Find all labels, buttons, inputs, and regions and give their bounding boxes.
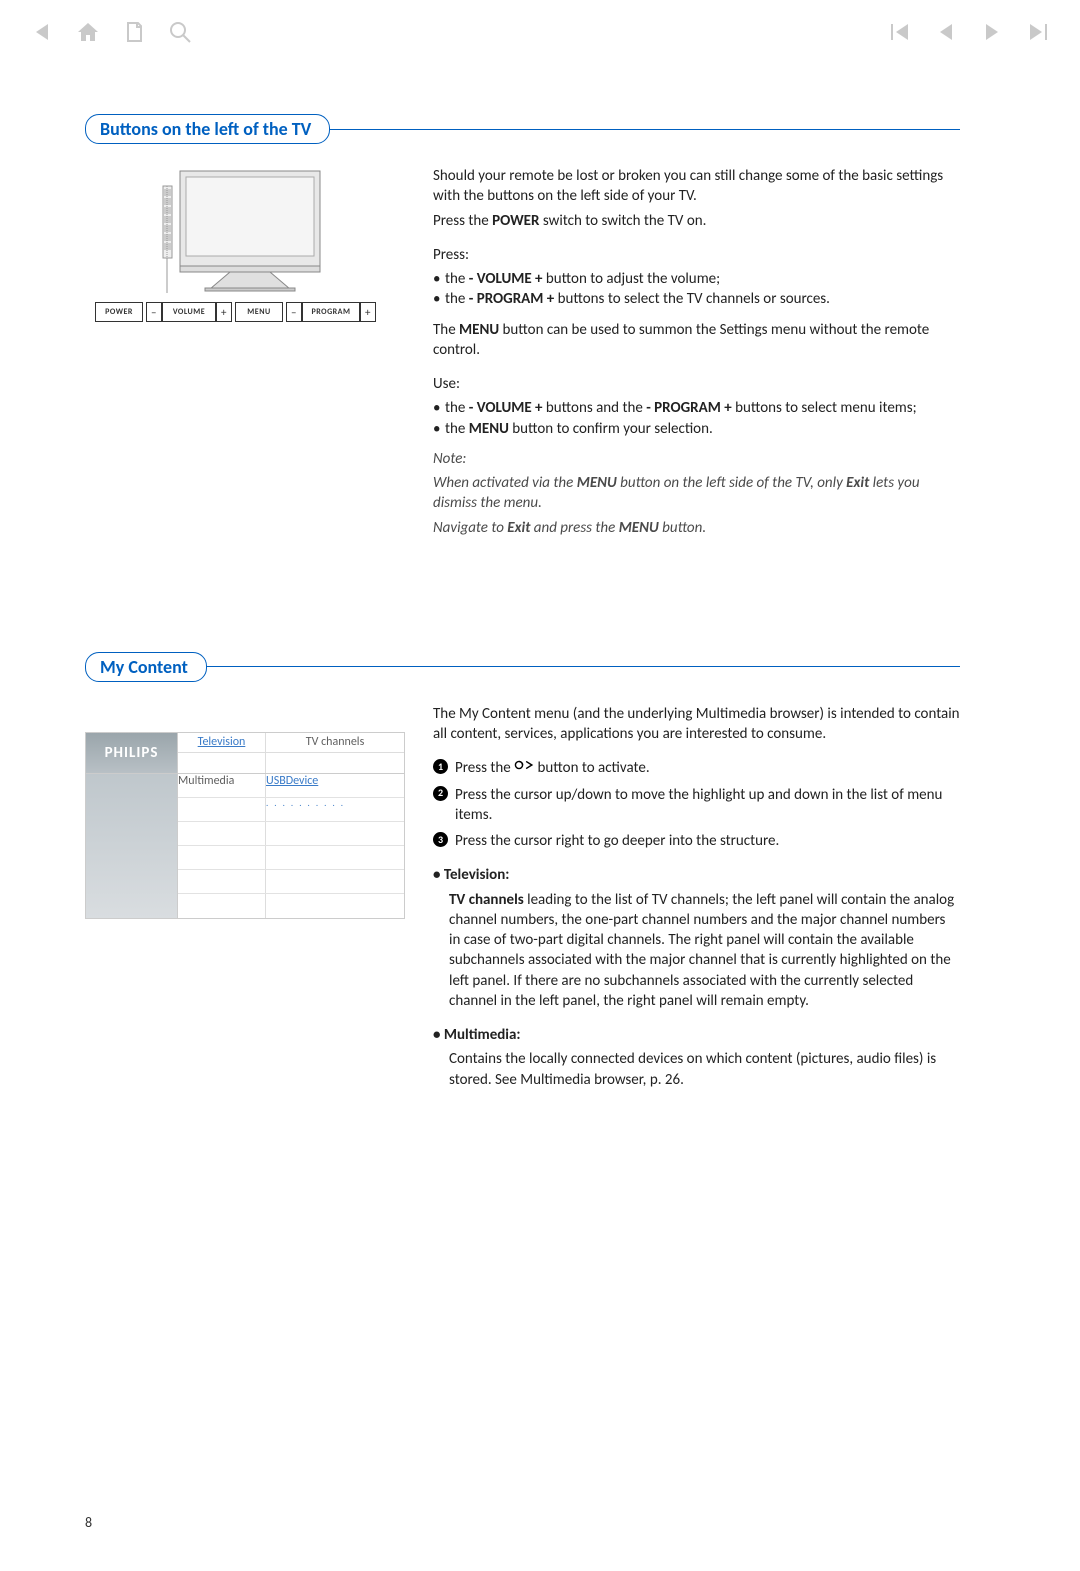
last-page-icon[interactable] [1026,20,1050,44]
page-content: Buttons on the left of the TV [0,44,1080,1571]
section1-title: Buttons on the left of the TV [85,114,330,144]
tv-illustration: POWER – VOLUME + MENU – PROGRAM + [85,166,405,322]
menu-mock-column: PHILIPS Television TV channels [85,704,405,1094]
tv-drawing-icon [145,166,345,296]
step-3: 3Press the cursor right to go deeper int… [433,831,960,851]
note-label: Note: [433,449,960,469]
power-label: POWER [95,302,143,322]
pdf-toolbar [0,0,1080,44]
press-item-2: the - PROGRAM + buttons to select the TV… [433,289,960,309]
minus2-label: – [286,302,302,322]
minus-label: – [146,302,162,322]
press-label: Press: [433,245,960,265]
press-list: the - VOLUME + button to adjust the volu… [433,269,960,310]
menu-right-panel: Multimedia USBDevice . . . . . . . . . . [178,774,404,918]
section1-text: Should your remote be lost or broken you… [433,166,960,542]
use-item-1: the - VOLUME + buttons and the - PROGRAM… [433,398,960,418]
tv-illustration-column: POWER – VOLUME + MENU – PROGRAM + [85,166,405,542]
menu-screenshot: PHILIPS Television TV channels [85,732,405,919]
use-label: Use: [433,374,960,394]
plus-label: + [216,302,232,322]
first-page-icon[interactable] [888,20,912,44]
home-icon[interactable] [76,20,100,44]
menu-television: Television [178,733,266,752]
back-arrow-icon[interactable] [30,20,54,44]
s2-intro: The My Content menu (and the underlying … [433,704,960,745]
press-item-1: the - VOLUME + button to adjust the volu… [433,269,960,289]
menu-left-panel [86,774,178,918]
divider-line [329,129,960,130]
section2-header: My Content [85,652,960,682]
philips-logo: PHILIPS [86,733,178,773]
tv-button-labels: POWER – VOLUME + MENU – PROGRAM + [95,302,395,322]
plus2-label: + [360,302,376,322]
menu-multimedia: Multimedia [178,774,266,797]
note-2: Navigate to Exit and press the MENU butt… [433,518,960,538]
menu-usbdevice: USBDevice [266,774,404,797]
s1-p3: The MENU button can be used to summon th… [433,320,960,361]
search-icon[interactable] [168,20,192,44]
s1-p2: Press the POWER switch to switch the TV … [433,211,960,231]
toolbar-right-group [888,20,1050,44]
section2-title: My Content [85,652,207,682]
divider-line-2 [206,666,960,667]
volume-label: VOLUME [162,302,216,322]
print-icon[interactable] [122,20,146,44]
section2-text: The My Content menu (and the underlying … [433,704,960,1094]
prev-page-icon[interactable] [934,20,958,44]
program-label: PROGRAM [302,302,360,322]
s1-p1: Should your remote be lost or broken you… [433,166,960,207]
section2-body: PHILIPS Television TV channels [85,704,960,1094]
note-1: When activated via the MENU button on th… [433,473,960,514]
section1-body: POWER – VOLUME + MENU – PROGRAM + Should… [85,166,960,542]
use-list: the - VOLUME + buttons and the - PROGRAM… [433,398,960,439]
menu-tv-channels: TV channels [266,733,404,752]
step-1: 1Press the button to activate. [433,758,960,778]
menu-label: MENU [235,302,283,322]
mm-body: Contains the locally connected devices o… [433,1049,960,1090]
use-item-2: the MENU button to confirm your selectio… [433,419,960,439]
tv-heading: • Television: [433,865,960,885]
section1-header: Buttons on the left of the TV [85,114,960,144]
step-list: 1Press the button to activate. 2Press th… [433,758,960,851]
tv-body: TV channels leading to the list of TV ch… [433,890,960,1012]
mm-heading: • Multimedia: [433,1025,960,1045]
browse-button-icon [514,758,534,772]
step-2: 2Press the cursor up/down to move the hi… [433,785,960,826]
menu-dots: . . . . . . . . . . [266,798,404,821]
page-number: 8 [85,1514,960,1531]
next-page-icon[interactable] [980,20,1004,44]
toolbar-left-group [30,20,192,44]
